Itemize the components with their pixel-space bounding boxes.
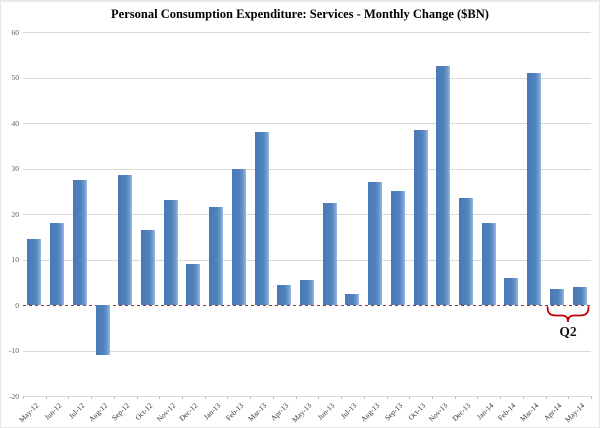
x-axis-tick-mark xyxy=(182,396,184,399)
x-axis-tick-mark xyxy=(431,396,433,399)
y-axis-tick-label: 0 xyxy=(15,300,19,310)
q2-annotation-label: Q2 xyxy=(559,324,577,339)
y-axis-tick-label: -20 xyxy=(9,391,19,401)
bar-Oct-12 xyxy=(140,229,155,305)
x-axis-tick-mark xyxy=(227,396,229,399)
y-axis-tick-label: 60 xyxy=(11,27,20,37)
q2-brace-annotation xyxy=(546,306,590,323)
gridline-40 xyxy=(23,123,591,124)
y-axis-tick-label: 10 xyxy=(11,255,20,264)
bar-Aug-13 xyxy=(368,182,383,305)
bar-Dec-12 xyxy=(186,264,201,305)
x-axis-tick-mark xyxy=(45,396,47,399)
x-axis-tick-mark xyxy=(500,396,502,399)
x-axis-tick-mark xyxy=(522,396,524,399)
x-axis-tick-mark xyxy=(591,396,592,399)
x-axis-tick-mark xyxy=(363,396,365,399)
x-axis-tick-mark xyxy=(136,396,138,399)
bar-May-14 xyxy=(572,286,587,305)
x-axis-tick-mark xyxy=(68,396,70,399)
gridline-50 xyxy=(23,77,591,79)
bar-Apr-13 xyxy=(277,284,292,305)
y-axis-tick-label: 50 xyxy=(11,73,20,82)
bar-Nov-12 xyxy=(163,200,178,305)
zero-axis-line xyxy=(23,305,591,306)
x-axis-tick-mark xyxy=(386,396,388,399)
x-axis-tick-mark xyxy=(477,396,479,399)
bar-Jan-13 xyxy=(209,207,224,305)
x-axis-tick-mark xyxy=(341,396,343,399)
bar-Oct-13 xyxy=(413,129,428,305)
x-axis-tick-mark xyxy=(272,396,274,399)
chart-title: Personal Consumption Expenditure: Servic… xyxy=(111,7,489,21)
gridline-10 xyxy=(23,259,591,261)
x-axis-tick-mark xyxy=(91,396,93,399)
bar-Sep-12 xyxy=(118,175,133,305)
bar-Mar-14 xyxy=(527,72,542,305)
bar-Nov-13 xyxy=(436,66,451,305)
x-axis-tick-mark xyxy=(454,396,456,399)
x-axis-tick-mark xyxy=(295,396,297,399)
bar-Jun-12 xyxy=(50,223,65,305)
bar-Apr-14 xyxy=(549,289,564,305)
bar-Jul-13 xyxy=(345,293,360,305)
bar-Sep-13 xyxy=(390,191,405,305)
gridline-20 xyxy=(23,214,591,215)
x-axis-tick-mark xyxy=(250,396,252,399)
y-axis-tick-label: 30 xyxy=(11,164,20,173)
x-axis-tick-mark xyxy=(23,396,24,399)
bar-Dec-13 xyxy=(459,198,474,305)
gridline-60 xyxy=(23,32,591,33)
y-axis-tick-label: 20 xyxy=(11,209,20,219)
gridline-30 xyxy=(23,168,591,170)
bar-Feb-14 xyxy=(504,277,519,305)
bar-Mar-13 xyxy=(254,132,269,305)
bar-Feb-13 xyxy=(231,168,246,305)
gridline--10 xyxy=(23,350,591,352)
x-axis-tick-mark xyxy=(204,396,206,399)
x-axis-tick-mark xyxy=(409,396,411,399)
bar-Jul-12 xyxy=(72,179,87,305)
x-axis-tick-mark xyxy=(568,396,570,399)
x-axis-tick-mark xyxy=(159,396,161,399)
x-axis-tick-mark xyxy=(113,396,115,399)
bar-Jan-14 xyxy=(481,223,496,305)
y-axis-tick-label: 40 xyxy=(11,118,20,128)
x-axis-tick-mark xyxy=(318,396,320,399)
bar-May-13 xyxy=(300,279,314,305)
gridline--20 xyxy=(23,396,591,397)
bar-Aug-12 xyxy=(95,305,110,356)
x-axis-tick-mark xyxy=(545,396,547,399)
bar-Jun-13 xyxy=(322,202,337,305)
bar-May-12 xyxy=(27,239,42,305)
y-axis-tick-label: -10 xyxy=(9,346,19,355)
